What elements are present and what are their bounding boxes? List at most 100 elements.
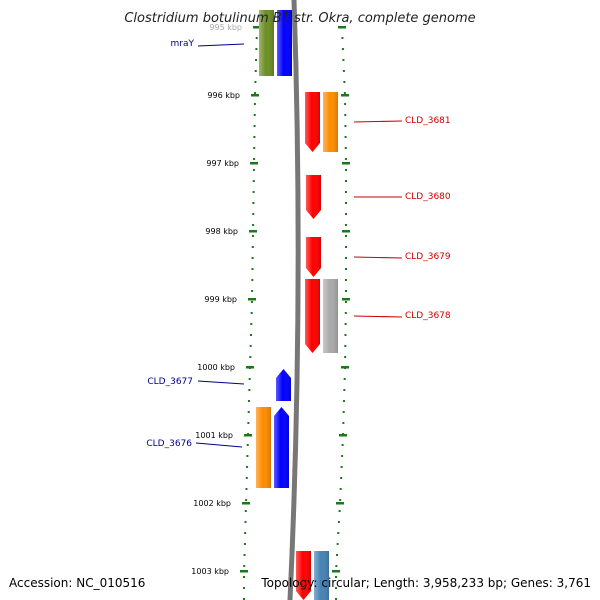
ruler-ticks-left — [240, 26, 261, 600]
minor-tick — [246, 444, 249, 446]
gene-label: mraY — [171, 39, 195, 49]
minor-tick — [335, 587, 337, 589]
minor-tick — [249, 334, 252, 336]
gene-arrow — [323, 279, 338, 353]
minor-tick — [253, 114, 256, 116]
minor-tick — [343, 378, 346, 380]
minor-tick — [343, 92, 346, 94]
gene-arrow — [296, 551, 311, 600]
gene-label: CLD_3680 — [405, 192, 451, 202]
minor-tick — [335, 576, 337, 578]
minor-tick — [340, 477, 343, 479]
major-tick — [248, 298, 256, 301]
major-tick — [342, 162, 350, 165]
minor-tick — [344, 334, 347, 336]
minor-tick — [344, 345, 347, 347]
minor-tick — [254, 70, 257, 72]
minor-tick — [344, 103, 347, 105]
gene-arrow — [276, 369, 291, 401]
minor-tick — [243, 587, 245, 589]
gene-features — [256, 10, 338, 600]
minor-tick — [340, 466, 343, 468]
minor-tick — [252, 191, 255, 193]
major-tick — [253, 26, 261, 29]
minor-tick — [253, 136, 256, 138]
minor-tick — [251, 268, 254, 270]
minor-tick — [250, 323, 253, 325]
minor-tick — [341, 455, 344, 457]
minor-tick — [337, 532, 340, 534]
minor-tick — [341, 48, 344, 50]
ruler-ticks-right — [332, 26, 350, 600]
accession-text: Accession: NC_010516 — [9, 576, 145, 590]
minor-tick — [252, 224, 255, 226]
minor-tick — [244, 521, 247, 523]
minor-tick — [247, 422, 250, 424]
tick-label: 995 kbp — [209, 23, 242, 32]
tick-label: 998 kbp — [205, 227, 238, 236]
minor-tick — [253, 125, 256, 127]
minor-tick — [345, 202, 347, 204]
gene-arrow — [277, 10, 292, 76]
minor-tick — [248, 378, 251, 380]
minor-tick — [343, 81, 346, 83]
minor-tick — [255, 37, 258, 39]
minor-tick — [345, 268, 347, 270]
minor-tick — [246, 466, 249, 468]
minor-tick — [251, 257, 254, 259]
gene-arrow — [259, 10, 274, 76]
gene-arrow — [306, 175, 321, 219]
minor-tick — [252, 213, 255, 215]
minor-tick — [251, 279, 254, 281]
minor-tick — [343, 400, 346, 402]
minor-tick — [344, 147, 347, 149]
tick-label: 999 kbp — [204, 295, 237, 304]
major-tick — [338, 26, 346, 29]
minor-tick — [245, 477, 248, 479]
minor-tick — [244, 510, 247, 512]
gene-arrow — [323, 92, 338, 152]
tick-label: 997 kbp — [206, 159, 239, 168]
minor-tick — [345, 169, 347, 171]
label-leader-line — [197, 380, 245, 385]
minor-tick — [253, 103, 256, 105]
major-tick — [341, 366, 349, 369]
minor-tick — [345, 246, 347, 248]
minor-tick — [344, 114, 347, 116]
major-tick — [251, 94, 259, 97]
minor-tick — [344, 312, 347, 314]
minor-tick — [251, 290, 254, 292]
tick-label: 1001 kbp — [195, 431, 233, 440]
minor-tick — [344, 356, 347, 358]
minor-tick — [335, 565, 338, 567]
minor-tick — [249, 356, 252, 358]
minor-tick — [345, 235, 347, 237]
minor-tick — [343, 389, 346, 391]
major-tick — [332, 570, 340, 573]
minor-tick — [248, 400, 251, 402]
minor-tick — [250, 312, 253, 314]
minor-tick — [345, 213, 347, 215]
minor-tick — [344, 323, 347, 325]
minor-tick — [336, 543, 339, 545]
minor-tick — [344, 301, 347, 303]
minor-tick — [243, 576, 245, 578]
minor-tick — [245, 499, 248, 501]
minor-tick — [255, 59, 258, 61]
genome-backbone — [287, 0, 301, 600]
major-tick — [342, 298, 350, 301]
map-title: Clostridium botulinum B1 str. Okra, comp… — [124, 11, 475, 26]
minor-tick — [344, 136, 347, 138]
major-tick — [250, 162, 258, 165]
gene-arrow — [274, 407, 289, 488]
major-tick — [341, 94, 349, 97]
label-leader-line — [353, 256, 403, 259]
minor-tick — [337, 521, 340, 523]
minor-tick — [248, 389, 251, 391]
major-tick — [242, 502, 250, 505]
minor-tick — [250, 301, 253, 303]
minor-tick — [341, 37, 344, 39]
major-tick — [240, 570, 248, 573]
minor-tick — [243, 543, 246, 545]
